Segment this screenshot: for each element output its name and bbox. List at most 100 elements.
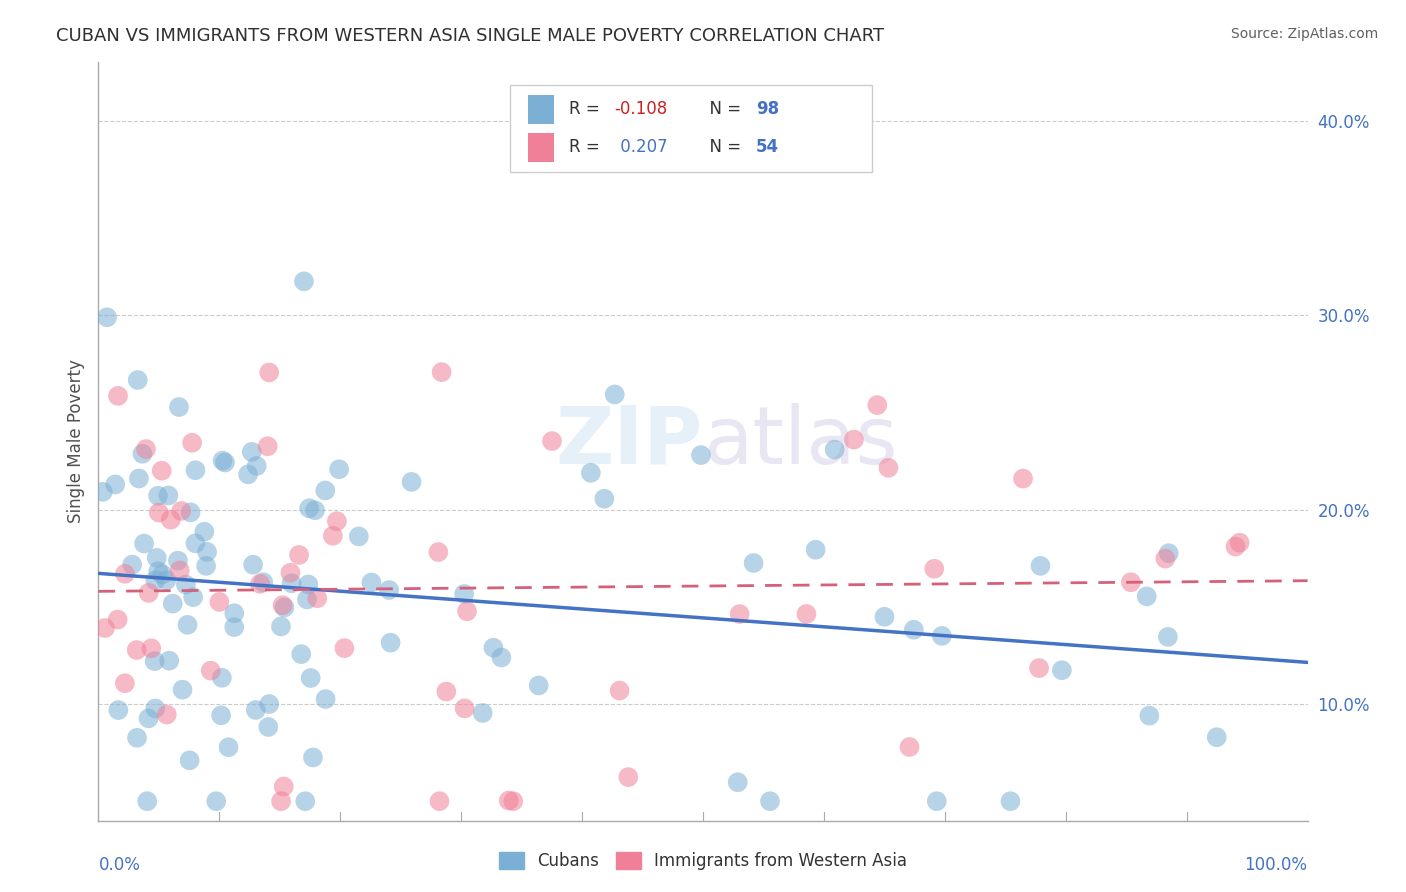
Point — [167, 554, 190, 568]
Point — [527, 678, 550, 692]
FancyBboxPatch shape — [527, 133, 554, 161]
Point — [148, 506, 170, 520]
Point — [873, 609, 896, 624]
Point — [898, 739, 921, 754]
Point — [603, 387, 626, 401]
Point — [107, 703, 129, 717]
Point — [295, 592, 318, 607]
FancyBboxPatch shape — [509, 85, 872, 172]
Point — [176, 617, 198, 632]
Point — [179, 753, 201, 767]
Point — [162, 597, 184, 611]
Point — [205, 794, 228, 808]
Point — [128, 471, 150, 485]
Point — [314, 483, 336, 498]
Text: CUBAN VS IMMIGRANTS FROM WESTERN ASIA SINGLE MALE POVERTY CORRELATION CHART: CUBAN VS IMMIGRANTS FROM WESTERN ASIA SI… — [56, 27, 884, 45]
Text: Source: ZipAtlas.com: Source: ZipAtlas.com — [1230, 27, 1378, 41]
Point — [328, 462, 350, 476]
Point — [209, 708, 232, 723]
Point — [170, 504, 193, 518]
Point — [347, 529, 370, 543]
Point — [145, 550, 167, 565]
Point — [245, 703, 267, 717]
Point — [148, 564, 170, 578]
Point — [181, 435, 204, 450]
Point — [136, 794, 159, 808]
Point — [727, 775, 749, 789]
Point — [157, 654, 180, 668]
Point — [298, 501, 321, 516]
Point — [866, 398, 889, 412]
Point — [224, 607, 246, 621]
Point — [193, 524, 215, 539]
Point — [174, 577, 197, 591]
Point — [427, 545, 450, 559]
Point — [256, 439, 278, 453]
Point — [1205, 731, 1227, 745]
Point — [157, 488, 180, 502]
Point — [127, 373, 149, 387]
Point — [141, 641, 163, 656]
Point — [257, 366, 280, 380]
Point — [214, 456, 236, 470]
Point — [1157, 630, 1180, 644]
Point — [742, 556, 765, 570]
Point — [125, 731, 148, 745]
Point — [91, 484, 114, 499]
Point — [195, 558, 218, 573]
Point — [333, 641, 356, 656]
Point — [159, 513, 181, 527]
Point — [297, 577, 319, 591]
Point — [143, 654, 166, 668]
Point — [288, 548, 311, 562]
Point — [184, 463, 207, 477]
Point — [211, 671, 233, 685]
Point — [304, 503, 326, 517]
Point — [180, 505, 202, 519]
Point — [211, 453, 233, 467]
Point — [181, 590, 204, 604]
Point — [135, 442, 157, 456]
Point — [249, 576, 271, 591]
Text: 54: 54 — [756, 138, 779, 156]
Point — [502, 794, 524, 808]
Point — [322, 529, 344, 543]
Point — [1050, 663, 1073, 677]
Point — [280, 566, 302, 580]
Text: 0.0%: 0.0% — [98, 855, 141, 873]
Text: ZIP: ZIP — [555, 402, 703, 481]
Point — [96, 310, 118, 325]
Point — [498, 793, 520, 807]
Point — [270, 794, 292, 808]
Text: -0.108: -0.108 — [614, 101, 668, 119]
Point — [184, 536, 207, 550]
Point — [236, 467, 259, 482]
Point — [246, 458, 269, 473]
Point — [271, 598, 294, 612]
Point — [138, 711, 160, 725]
Point — [252, 575, 274, 590]
Point — [931, 629, 953, 643]
Point — [401, 475, 423, 489]
Point — [169, 563, 191, 577]
Point — [491, 650, 513, 665]
Point — [609, 683, 631, 698]
Point — [326, 514, 349, 528]
Point — [131, 447, 153, 461]
Point — [804, 542, 827, 557]
Point — [728, 607, 751, 621]
Text: R =: R = — [569, 101, 605, 119]
Point — [378, 582, 401, 597]
Point — [152, 567, 174, 582]
Point — [290, 647, 312, 661]
Point — [541, 434, 564, 448]
Point — [922, 562, 945, 576]
Point — [150, 464, 173, 478]
Point — [453, 587, 475, 601]
Point — [242, 558, 264, 572]
Point — [1028, 661, 1050, 675]
Point — [925, 794, 948, 808]
Point — [1137, 708, 1160, 723]
Point — [690, 448, 713, 462]
Point — [579, 466, 602, 480]
